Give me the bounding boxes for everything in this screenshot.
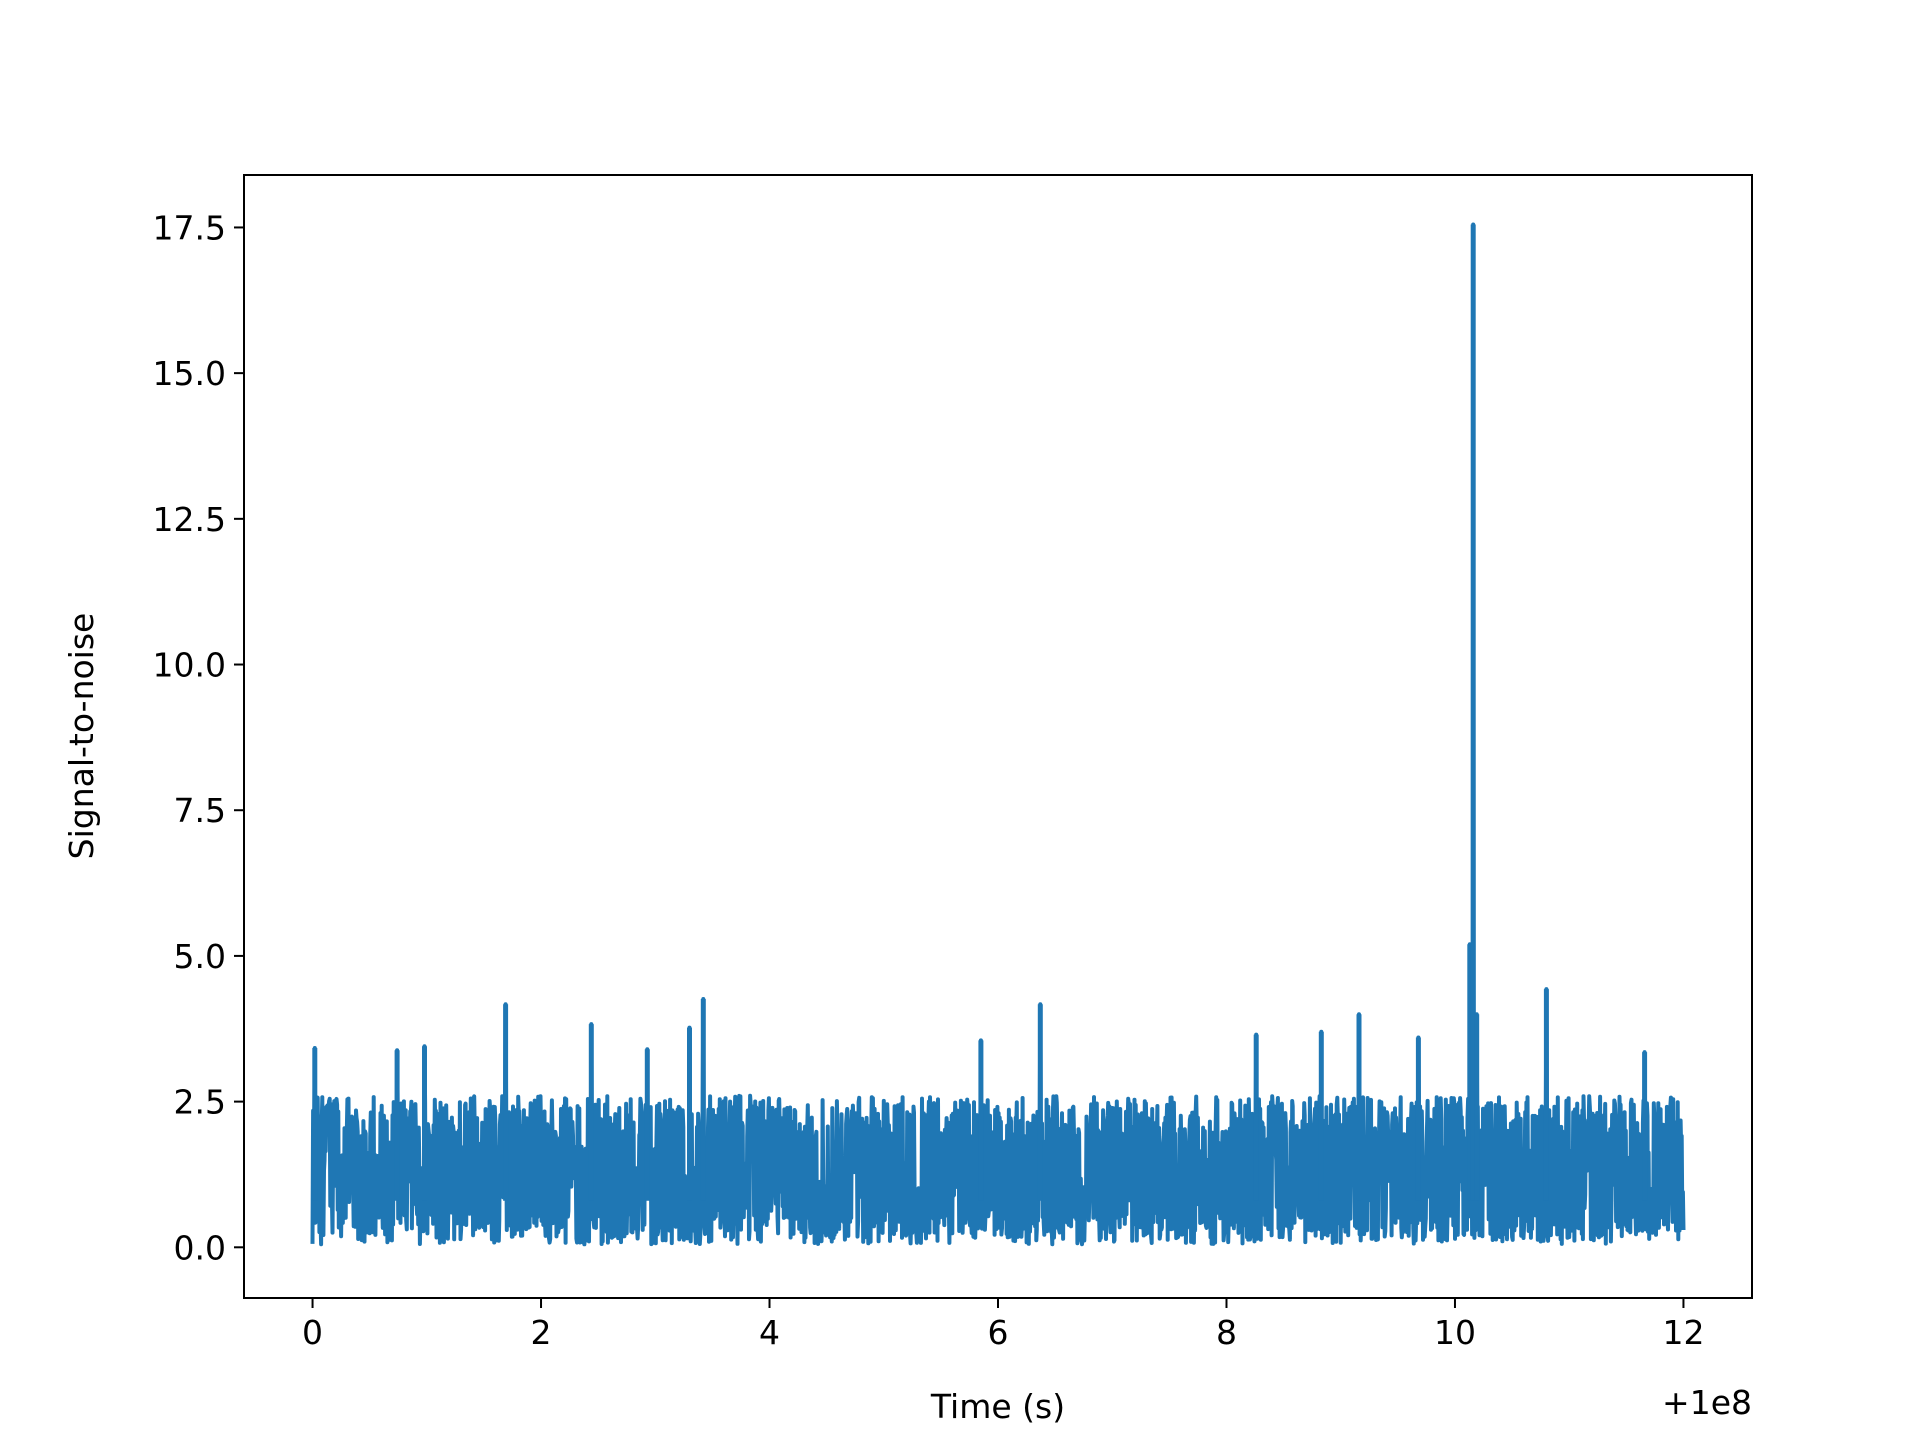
y-tick-label: 2.5 <box>174 1083 226 1122</box>
y-tick-label: 5.0 <box>174 937 226 976</box>
snr-series-line <box>310 222 1686 1247</box>
x-axis: 0 2 4 6 8 10 12 <box>302 1298 1704 1352</box>
x-tick-label: 2 <box>531 1313 552 1352</box>
x-tick-label: 10 <box>1434 1313 1476 1352</box>
x-tick-label: 0 <box>302 1313 323 1352</box>
y-tick-label: 7.5 <box>174 791 226 830</box>
x-axis-label: Time (s) <box>930 1387 1065 1426</box>
x-axis-offset-label: +1e8 <box>1662 1383 1752 1422</box>
x-tick-label: 4 <box>759 1313 780 1352</box>
y-tick-label: 12.5 <box>153 500 226 539</box>
y-axis-label: Signal-to-noise <box>62 613 101 860</box>
x-tick-label: 12 <box>1662 1313 1704 1352</box>
y-tick-label: 15.0 <box>153 354 226 393</box>
y-tick-label: 17.5 <box>153 208 226 247</box>
y-axis: 0.0 2.5 5.0 7.5 10.0 12.5 15.0 17.5 <box>153 208 244 1267</box>
x-tick-label: 6 <box>988 1313 1009 1352</box>
series-layer <box>310 222 1686 1247</box>
y-tick-label: 10.0 <box>153 646 226 685</box>
x-tick-label: 8 <box>1216 1313 1237 1352</box>
y-tick-label: 0.0 <box>174 1228 226 1267</box>
